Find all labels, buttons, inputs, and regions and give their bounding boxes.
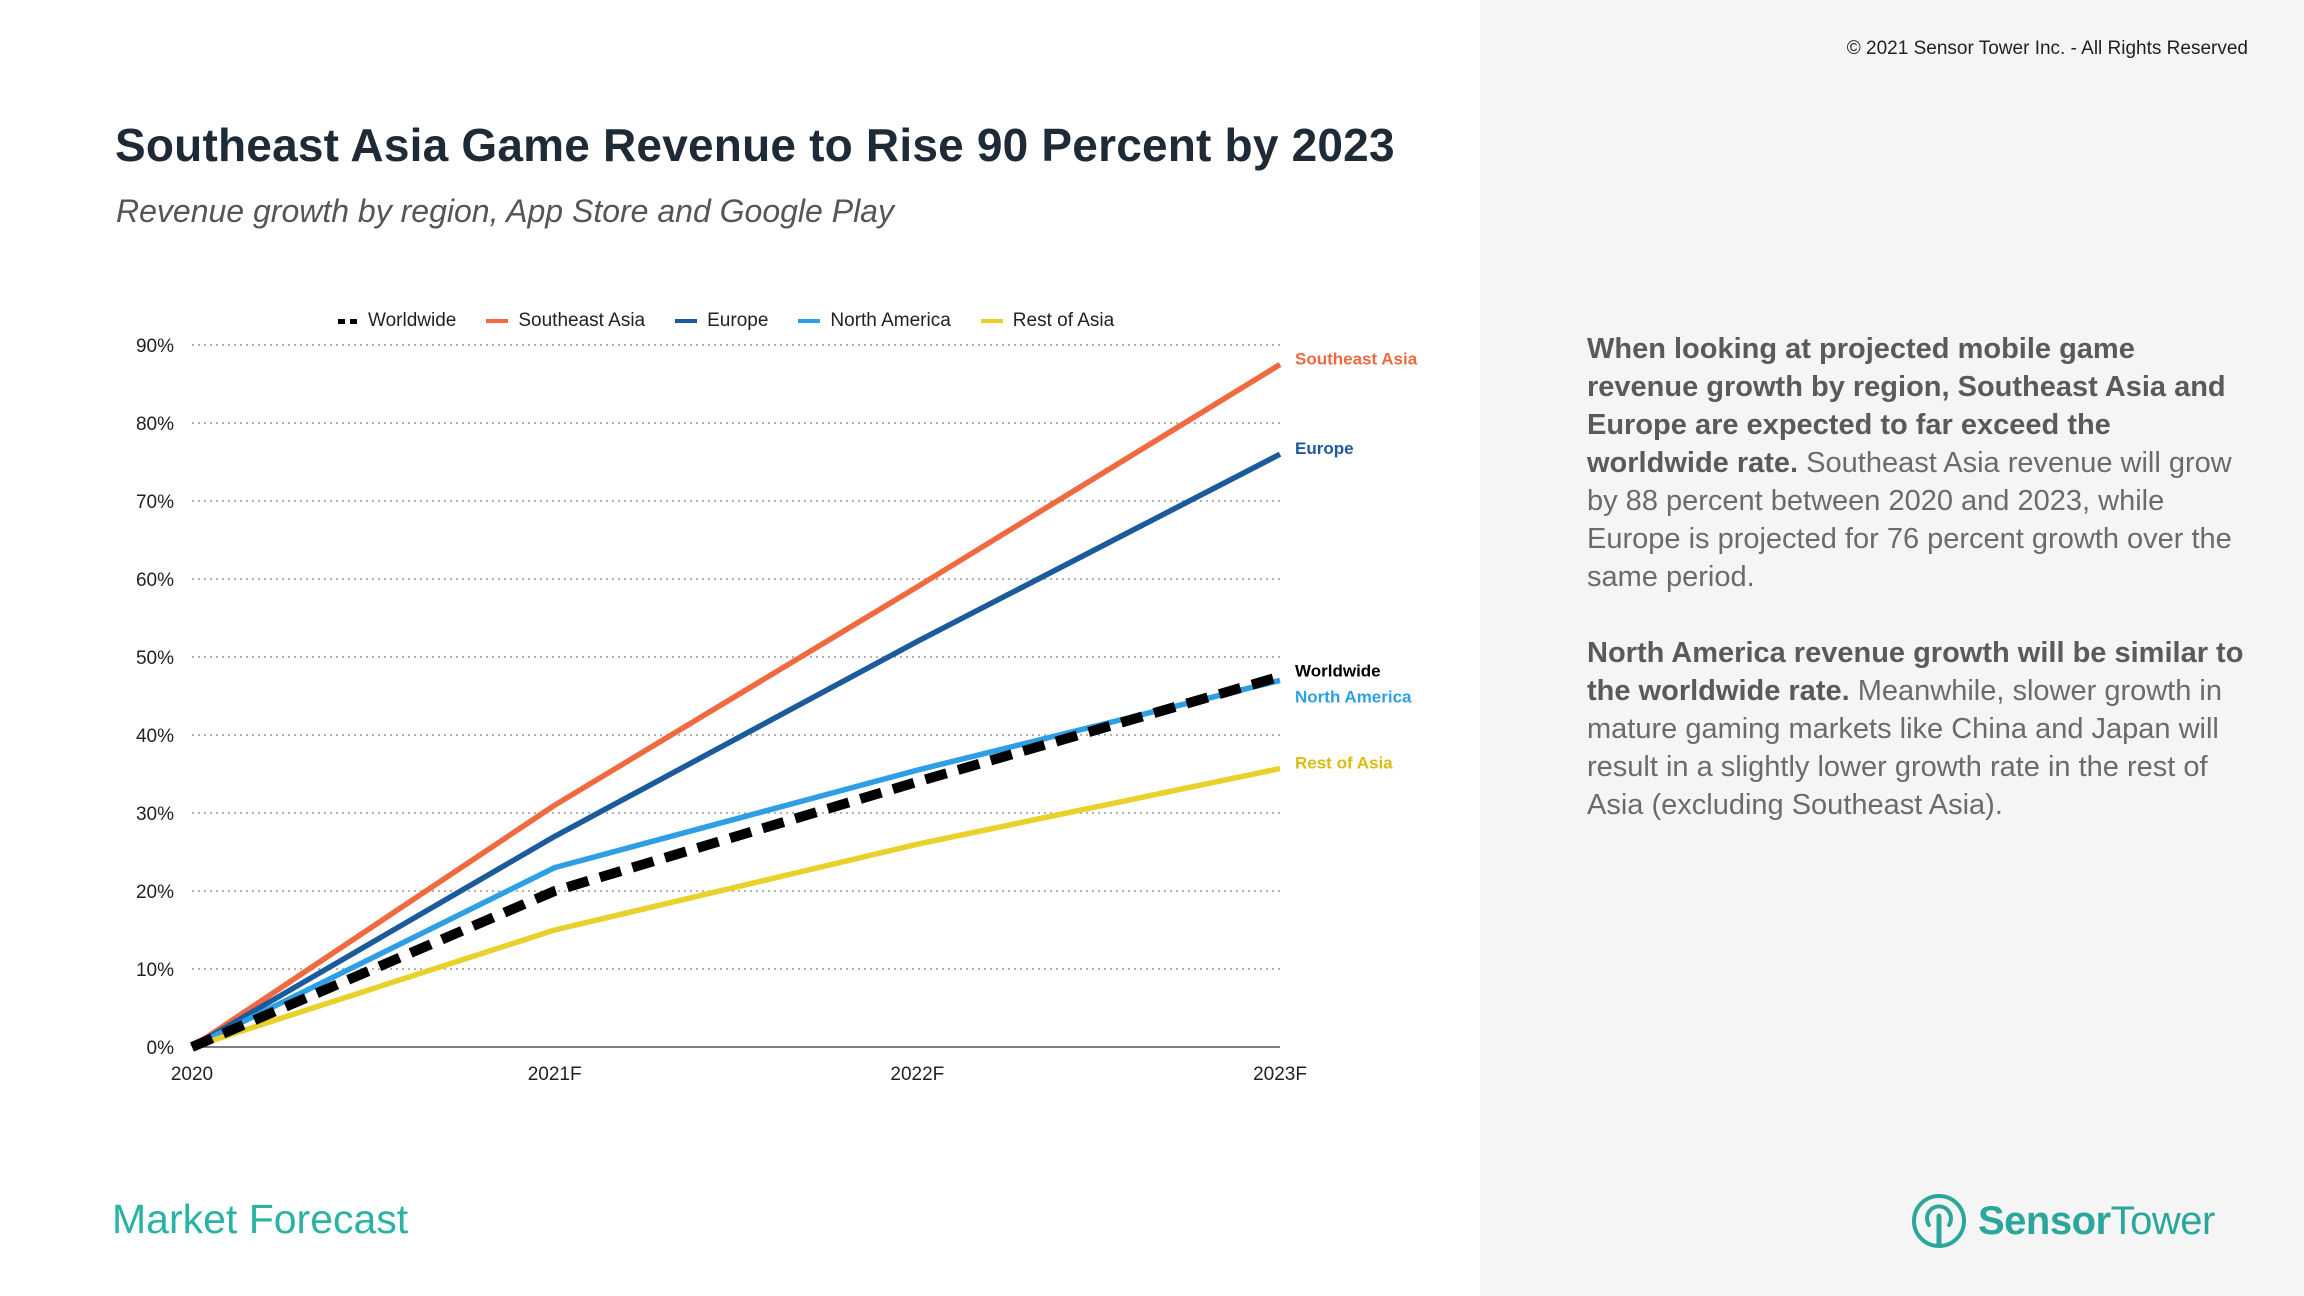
- legend-item-europe: Europe: [675, 310, 768, 332]
- y-tick-label: 20%: [136, 882, 174, 903]
- x-tick-label: 2020: [171, 1064, 213, 1085]
- sensor-tower-logo-icon: [1912, 1194, 1966, 1248]
- description-panel: [1480, 0, 2304, 1296]
- legend-label: Europe: [707, 310, 769, 331]
- legend-label: Worldwide: [368, 310, 457, 331]
- page-title: Southeast Asia Game Revenue to Rise 90 P…: [115, 119, 1395, 171]
- copyright-notice: © 2021 Sensor Tower Inc. - All Rights Re…: [1846, 38, 2248, 59]
- legend-label: North America: [830, 310, 951, 331]
- series-end-label-europe: Europe: [1295, 439, 1354, 458]
- y-tick-label: 90%: [136, 336, 174, 357]
- series-line-europe: [190, 451, 1282, 1050]
- x-tick-label: 2022F: [890, 1064, 944, 1085]
- y-tick-label: 70%: [136, 492, 174, 513]
- y-tick-label: 0%: [147, 1038, 175, 1059]
- description-paragraph-1: When looking at projected mobile game re…: [1587, 330, 2247, 596]
- description-p1-bold: When looking at projected mobile game re…: [1587, 333, 2226, 479]
- y-tick-label: 80%: [136, 414, 174, 435]
- y-tick-label: 60%: [136, 570, 174, 591]
- y-tick-label: 50%: [136, 648, 174, 669]
- series-line-rest-of-asia: [191, 765, 1281, 1050]
- legend-swatch: [338, 318, 358, 324]
- y-tick-label: 30%: [136, 804, 174, 825]
- page-subtitle: Revenue growth by region, App Store and …: [116, 193, 894, 229]
- legend-swatch: [798, 319, 821, 323]
- legend-item-north-america: North America: [798, 310, 951, 332]
- series-line-worldwide: [190, 671, 1282, 1052]
- legend-swatch: [675, 319, 698, 323]
- logo-text: SensorTower: [1978, 1199, 2215, 1244]
- x-tick-label: 2023F: [1253, 1064, 1307, 1085]
- x-tick-label: 2021F: [528, 1064, 582, 1085]
- legend-item-rest-of-asia: Rest of Asia: [980, 310, 1115, 332]
- legend-item-southeast-asia: Southeast Asia: [486, 310, 645, 332]
- series-end-label-rest-of-asia: Rest of Asia: [1295, 754, 1393, 773]
- footer-label: Market Forecast: [112, 1196, 409, 1242]
- series-end-label-worldwide: Worldwide: [1295, 662, 1381, 681]
- y-tick-label: 40%: [136, 726, 174, 747]
- legend-label: Southeast Asia: [518, 310, 646, 331]
- series-line-southeast-asia: [190, 362, 1282, 1050]
- description-p2-bold: North America revenue growth will be sim…: [1587, 637, 2244, 707]
- description-paragraph-2: North America revenue growth will be sim…: [1587, 634, 2247, 824]
- description-text: When looking at projected mobile game re…: [1587, 330, 2247, 862]
- description-p2-text: Meanwhile, slower growth in mature gamin…: [1587, 675, 2222, 821]
- description-p1-text: Southeast Asia revenue will grow by 88 p…: [1587, 447, 2232, 593]
- logo-text-light: Tower: [2110, 1198, 2216, 1243]
- series-end-label-southeast-asia: Southeast Asia: [1295, 350, 1418, 369]
- legend-label: Rest of Asia: [1012, 310, 1115, 331]
- chart-panel: [0, 0, 1480, 1296]
- sensor-tower-logo: SensorTower: [1910, 1192, 2215, 1250]
- line-chart: 0% 10% 20% 30% 40% 50% 60% 70% 80% 90% 2020 2021F 20…: [136, 336, 1418, 1085]
- y-tick-label: 10%: [136, 960, 174, 981]
- logo-text-bold: Sensor: [1978, 1198, 2111, 1243]
- legend-swatch: [486, 319, 509, 323]
- chart-legend: Worldwide Southeast Asia Europe North Ameri…: [338, 308, 1144, 334]
- series-end-label-north-america: North America: [1295, 688, 1412, 707]
- legend-swatch: [980, 319, 1003, 323]
- legend-item-worldwide: Worldwide: [338, 310, 456, 332]
